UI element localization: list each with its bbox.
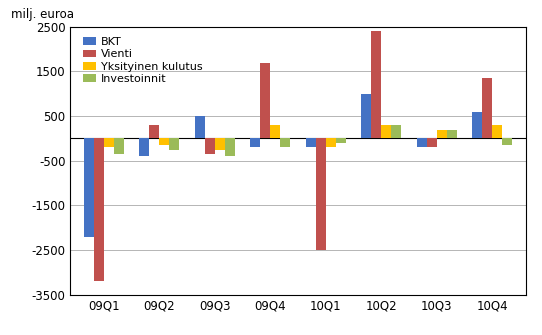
Bar bbox=[139, 138, 149, 156]
Bar bbox=[270, 125, 280, 138]
Bar bbox=[104, 138, 114, 147]
Text: milj. euroa: milj. euroa bbox=[11, 8, 74, 21]
Bar bbox=[195, 116, 205, 138]
Bar bbox=[260, 63, 270, 138]
Bar bbox=[437, 130, 447, 138]
Bar bbox=[250, 138, 260, 147]
Bar bbox=[502, 138, 512, 145]
Bar bbox=[215, 138, 225, 150]
Bar bbox=[84, 138, 94, 237]
Bar bbox=[382, 125, 391, 138]
Bar bbox=[482, 78, 493, 138]
Bar bbox=[169, 138, 179, 150]
Bar bbox=[493, 125, 502, 138]
Bar bbox=[362, 94, 371, 138]
Bar bbox=[205, 138, 215, 154]
Bar bbox=[114, 138, 124, 154]
Bar bbox=[280, 138, 291, 147]
Bar bbox=[336, 138, 346, 143]
Bar bbox=[417, 138, 427, 147]
Legend: BKT, Vienti, Yksityinen kulutus, Investoinnit: BKT, Vienti, Yksityinen kulutus, Investo… bbox=[81, 35, 204, 86]
Bar bbox=[159, 138, 169, 145]
Bar bbox=[391, 125, 402, 138]
Bar bbox=[149, 125, 159, 138]
Bar bbox=[225, 138, 235, 156]
Bar bbox=[427, 138, 437, 147]
Bar bbox=[371, 31, 382, 138]
Bar bbox=[306, 138, 316, 147]
Bar bbox=[447, 130, 457, 138]
Bar bbox=[316, 138, 326, 250]
Bar bbox=[94, 138, 104, 281]
Bar bbox=[473, 112, 482, 138]
Bar bbox=[326, 138, 336, 147]
